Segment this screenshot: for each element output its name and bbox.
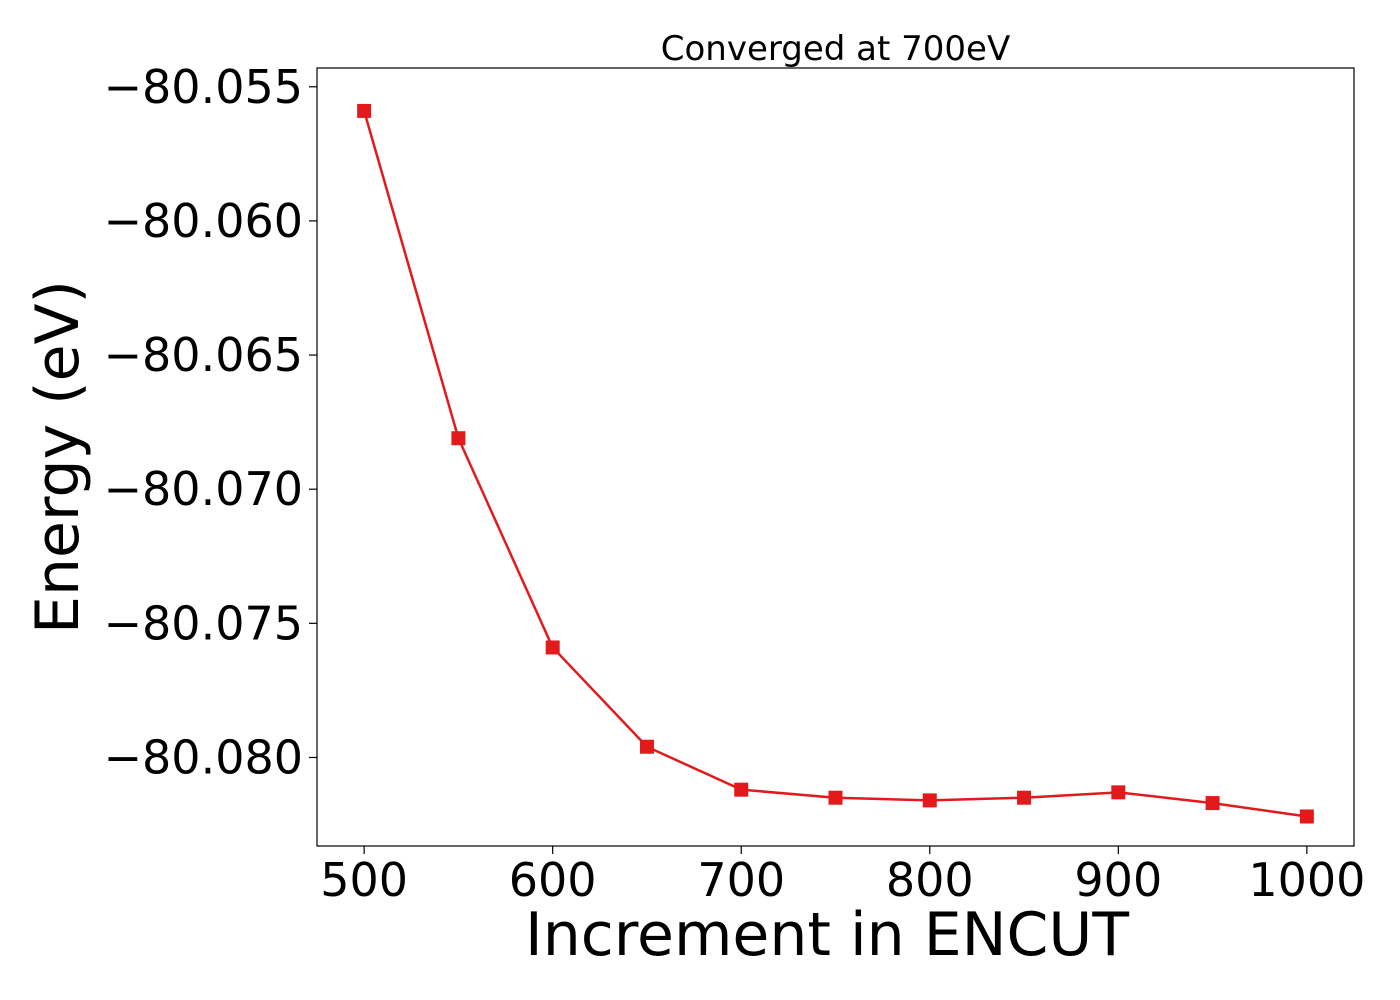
y-tick-label: −80.075 <box>104 596 304 650</box>
x-tick-label: 800 <box>886 853 974 907</box>
y-tick-label: −80.060 <box>104 194 304 248</box>
data-point-marker <box>1017 790 1032 805</box>
chart-title: Converged at 700eV <box>661 29 1010 69</box>
data-point-marker <box>357 103 372 118</box>
data-point-marker <box>1299 809 1314 824</box>
y-axis-ticks: −80.055 −80.060 −80.065 −80.070 −80.075 −80.0… <box>104 60 317 784</box>
data-point-marker <box>639 739 654 754</box>
y-tick-label: −80.070 <box>104 462 304 516</box>
data-point-marker <box>828 790 843 805</box>
data-point-marker <box>451 431 466 446</box>
data-point-marker <box>922 793 937 808</box>
series-markers <box>357 103 1314 824</box>
data-point-marker <box>1205 796 1220 811</box>
x-tick-label: 1000 <box>1248 853 1365 907</box>
data-point-marker <box>1111 785 1126 800</box>
x-tick-label: 900 <box>1074 853 1162 907</box>
data-point-marker <box>545 640 560 655</box>
x-tick-label: 500 <box>320 853 408 907</box>
x-tick-label: 700 <box>697 853 785 907</box>
x-axis-label: Increment in ENCUT <box>525 900 1129 970</box>
plot-background <box>317 68 1354 846</box>
x-axis-ticks: 500 600 700 800 900 1000 <box>320 846 1365 907</box>
plot-frame <box>316 67 1355 847</box>
data-point-marker <box>734 782 749 797</box>
y-tick-label: −80.065 <box>104 328 304 382</box>
y-axis-label: Energy (eV) <box>23 280 93 634</box>
y-tick-label: −80.080 <box>104 730 304 784</box>
x-tick-label: 600 <box>509 853 597 907</box>
y-tick-label: −80.055 <box>104 60 304 114</box>
